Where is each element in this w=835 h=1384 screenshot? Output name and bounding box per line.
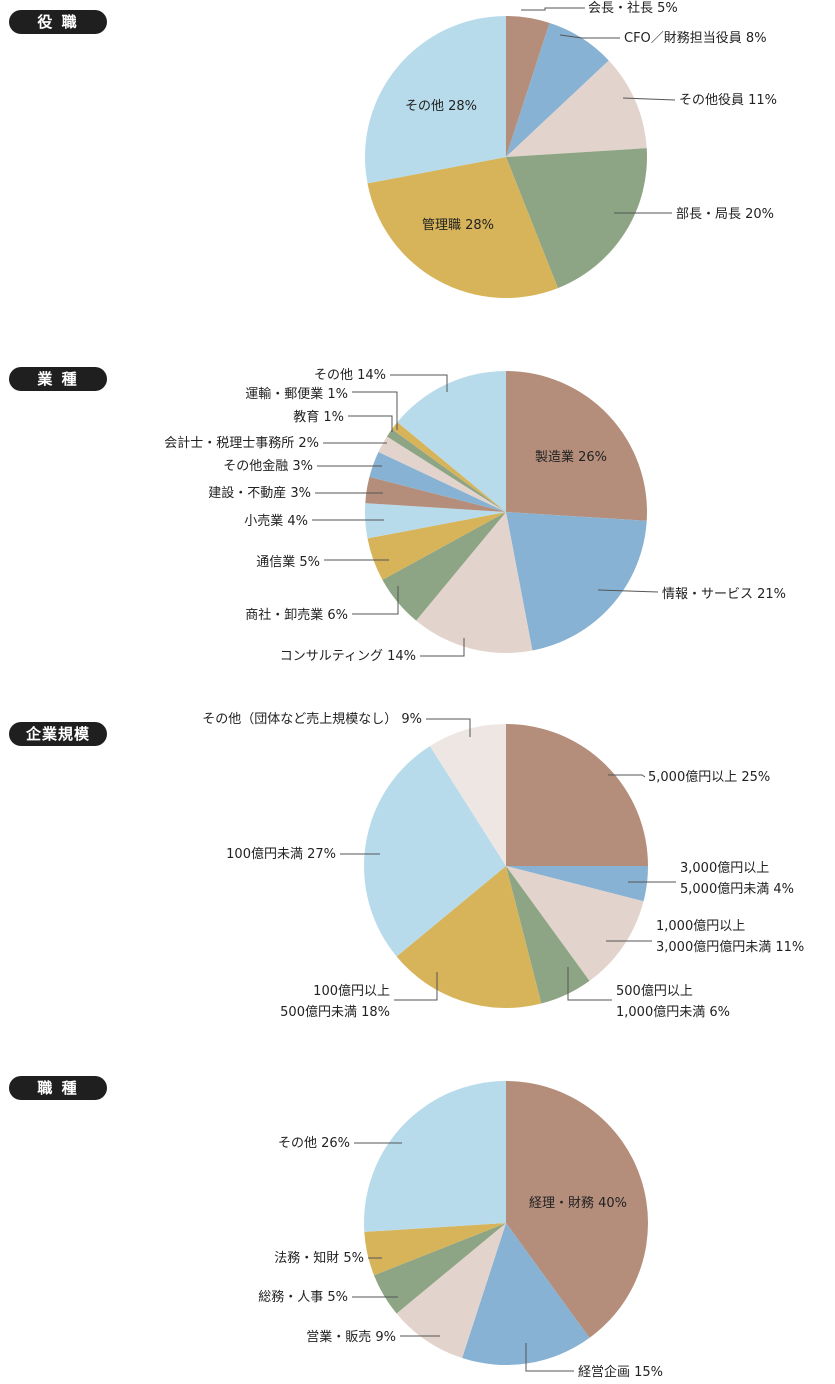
pie-chart-job-type: 経理・財務 40% 経営企画 15% 営業・販売 9% 総務・人事 5% 法務・知財 5… bbox=[258, 1081, 663, 1380]
pie-slice bbox=[365, 476, 506, 512]
leader-line bbox=[394, 972, 438, 1001]
pie-slice bbox=[506, 60, 647, 158]
leader-line bbox=[559, 34, 620, 39]
pie-slice bbox=[382, 512, 506, 621]
pie-slice bbox=[364, 746, 506, 957]
slice-label: その他（団体など売上規模なし） 9% bbox=[202, 711, 422, 727]
slice-label: 部長・局長 20% bbox=[676, 207, 774, 222]
slice-label: 3,000億円以上 bbox=[680, 860, 769, 876]
slice-label: 100億円未満 27% bbox=[226, 846, 336, 862]
slice-label: 経理・財務 40% bbox=[529, 1196, 627, 1211]
section-title-industry: 業 種 bbox=[9, 367, 107, 391]
pie-slice bbox=[506, 1081, 649, 1338]
slice-label: 1,000億円未満 6% bbox=[616, 1004, 730, 1020]
slice-label: 商社・卸売業 6% bbox=[245, 607, 348, 623]
slice-label: 営業・販売 9% bbox=[306, 1329, 396, 1345]
pie-slice bbox=[373, 1223, 506, 1314]
leader-line bbox=[426, 718, 471, 737]
slice-label: CFO／財務担当役員 8% bbox=[624, 31, 767, 46]
pie-slice bbox=[364, 1223, 506, 1276]
slice-label: コンサルティング 14% bbox=[280, 649, 416, 664]
pie-slice bbox=[506, 724, 648, 866]
pie-slice bbox=[369, 451, 506, 512]
section-company-size: 企業規模 5,000億円以上 25% 3,000億円以上 5,000億円未満 4% 1… bbox=[0, 692, 835, 1060]
pie-chart-position: 会長・社長 5% CFO／財務担当役員 8% その他役員 11% 部長・局長 20% 管… bbox=[365, 0, 777, 299]
pie-slice bbox=[397, 371, 506, 512]
leader-line bbox=[420, 638, 465, 657]
slice-label: 経営企画 15% bbox=[578, 1364, 663, 1380]
slice-label: 5,000億円以上 25% bbox=[648, 769, 770, 785]
leader-line bbox=[622, 97, 676, 101]
slice-label: 5,000億円未満 4% bbox=[680, 881, 794, 897]
section-job-type: 職 種 経理・財務 40% 経営企画 15% 営業・販売 9% 総務・人事 5% 法務・… bbox=[0, 1060, 835, 1384]
slice-label: 3,000億円億円未満 11% bbox=[656, 939, 804, 955]
pie-chart-company-size: 5,000億円以上 25% 3,000億円以上 5,000億円未満 4% 1,000億… bbox=[202, 711, 804, 1020]
pie-slice bbox=[506, 866, 648, 902]
pie-slice bbox=[386, 429, 506, 512]
slice-label: 製造業 26% bbox=[535, 449, 607, 465]
slice-label: 法務・知財 5% bbox=[274, 1250, 364, 1266]
slice-label: 会計士・税理士事務所 2% bbox=[164, 435, 319, 451]
pie-slice bbox=[429, 724, 506, 866]
slice-label: 通信業 5% bbox=[256, 554, 320, 570]
pie-slice bbox=[363, 1081, 506, 1232]
leader-line bbox=[521, 7, 585, 11]
pie-slice bbox=[462, 1223, 590, 1366]
leader-line bbox=[608, 774, 646, 778]
slice-label: その他 28% bbox=[405, 99, 477, 114]
slice-label: 建設・不動産 3% bbox=[208, 485, 311, 501]
pie-slice bbox=[416, 512, 533, 653]
section-title-position: 役 職 bbox=[9, 10, 107, 34]
pie-chart-industry: 製造業 26% 情報・サービス 21% コンサルティング 14% 商社・卸売業 6% 通… bbox=[164, 368, 786, 664]
slice-label: 会長・社長 5% bbox=[588, 0, 678, 16]
leader-line bbox=[525, 1343, 574, 1372]
slice-label: 500億円未満 18% bbox=[280, 1004, 390, 1020]
slice-label: その他役員 11% bbox=[679, 93, 777, 108]
leader-line bbox=[352, 391, 398, 430]
pie-slice bbox=[506, 866, 644, 981]
slice-label: その他 26% bbox=[278, 1136, 350, 1151]
pie-slice bbox=[365, 503, 506, 539]
pie-slice bbox=[396, 866, 542, 1008]
leader-line bbox=[352, 586, 399, 615]
section-title-job-type: 職 種 bbox=[9, 1076, 107, 1100]
slice-label: 教育 1% bbox=[293, 409, 344, 425]
pie-slice bbox=[365, 16, 506, 184]
slice-label: 運輸・郵便業 1% bbox=[245, 386, 348, 402]
leader-line bbox=[390, 374, 448, 392]
pie-slice bbox=[506, 16, 550, 157]
leader-line bbox=[567, 967, 612, 1001]
leader-line bbox=[348, 415, 393, 432]
pie-slice bbox=[506, 866, 590, 1004]
pie-slice bbox=[396, 1223, 506, 1359]
slice-label: 総務・人事 5% bbox=[258, 1290, 348, 1305]
pie-slice bbox=[367, 512, 506, 580]
pie-slice bbox=[367, 157, 558, 299]
pie-slice bbox=[506, 371, 647, 521]
pie-slice bbox=[506, 512, 647, 651]
slice-label: 500億円以上 bbox=[616, 983, 693, 999]
pie-slice bbox=[506, 22, 609, 158]
pie-slice bbox=[378, 436, 506, 512]
slice-label: 管理職 28% bbox=[422, 218, 494, 233]
pie-slice bbox=[506, 148, 647, 289]
section-industry: 業 種 製造業 26% 情報・サービス 21% コンサルティング 14% 商社・卸売業… bbox=[0, 340, 835, 692]
slice-label: 情報・サービス 21% bbox=[662, 587, 786, 602]
leader-line bbox=[597, 589, 659, 593]
slice-label: その他 14% bbox=[314, 368, 386, 383]
section-position: 役 職 会長・社長 5% CFO／財務担当役員 8% その他役員 11% 部長・局長 … bbox=[0, 0, 835, 340]
slice-label: 小売業 4% bbox=[244, 513, 308, 529]
slice-label: 100億円以上 bbox=[313, 983, 390, 999]
section-title-company-size: 企業規模 bbox=[9, 722, 107, 746]
slice-label: 1,000億円以上 bbox=[656, 918, 745, 934]
slice-label: その他金融 3% bbox=[223, 458, 313, 474]
pie-slice bbox=[391, 422, 506, 512]
